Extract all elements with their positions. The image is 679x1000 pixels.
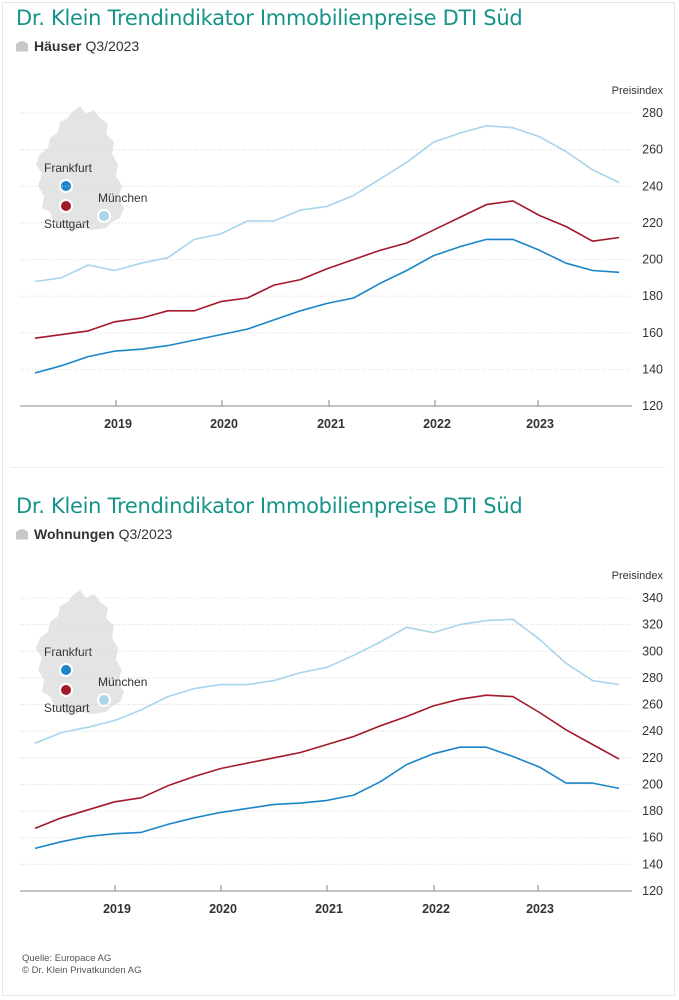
germany-silhouette xyxy=(36,590,124,716)
city-label: Frankfurt xyxy=(44,161,93,175)
x-tick-label: 2023 xyxy=(526,417,554,431)
x-tick-label: 2019 xyxy=(103,902,131,916)
city-marker-stuttgart xyxy=(61,685,71,695)
y-tick-label: 220 xyxy=(642,751,663,765)
house-icon xyxy=(16,528,28,540)
y-tick-label: 240 xyxy=(642,724,663,738)
x-tick-label: 2022 xyxy=(423,417,451,431)
line-chart-houses: Frankfurt Stuttgart München 120 140 160 180 200… xyxy=(20,85,664,431)
series-line-frankfurt xyxy=(34,238,620,374)
chart-title: Dr. Klein Trendindikator Immobilienpreis… xyxy=(16,6,523,30)
city-label: Frankfurt xyxy=(44,645,93,659)
y-tick-label: 280 xyxy=(642,671,663,685)
y-tick-label: 340 xyxy=(642,591,663,605)
chart-panel-houses: Dr. Klein Trendindikator Immobilienpreis… xyxy=(0,0,679,465)
y-tick-label: 260 xyxy=(642,143,663,157)
y-tick-label: 320 xyxy=(642,618,663,632)
y-tick-label: 120 xyxy=(642,884,663,898)
y-tick-label: 220 xyxy=(642,216,663,230)
city-label: Stuttgart xyxy=(44,701,90,715)
y-axis-label: Preisindex xyxy=(612,570,664,582)
y-tick-label: 200 xyxy=(642,253,663,267)
y-tick-label: 180 xyxy=(642,289,663,303)
series-line-frankfurt xyxy=(34,746,620,850)
source-note: Quelle: Europace AG xyxy=(22,953,112,964)
city-marker-frankfurt xyxy=(61,665,71,675)
city-label: München xyxy=(98,191,147,205)
germany-map: Frankfurt Stuttgart München xyxy=(36,590,147,716)
subtitle-category: Wohnungen xyxy=(34,526,115,542)
series-line-münchen xyxy=(34,618,620,744)
house-icon xyxy=(16,40,28,52)
city-label: München xyxy=(98,675,147,689)
y-tick-label: 140 xyxy=(642,857,663,871)
germany-silhouette xyxy=(36,106,124,232)
divider xyxy=(10,467,665,468)
city-label: Stuttgart xyxy=(44,217,90,231)
chart-title: Dr. Klein Trendindikator Immobilienpreis… xyxy=(16,494,523,518)
y-tick-label: 240 xyxy=(642,179,663,193)
footer: Quelle: Europace AG © Dr. Klein Privatku… xyxy=(22,953,141,977)
y-tick-label: 300 xyxy=(642,644,663,658)
series-line-münchen xyxy=(34,125,620,283)
copyright-note: © Dr. Klein Privatkunden AG xyxy=(22,965,142,976)
y-tick-label: 160 xyxy=(642,831,663,845)
x-tick-label: 2023 xyxy=(526,902,554,916)
y-tick-label: 200 xyxy=(642,777,663,791)
chart-subtitle: Häuser Q3/2023 xyxy=(16,38,139,54)
x-tick-label: 2019 xyxy=(104,417,132,431)
y-tick-label: 140 xyxy=(642,362,663,376)
subtitle-period: Q3/2023 xyxy=(85,38,140,54)
x-tick-label: 2020 xyxy=(209,902,237,916)
subtitle-period: Q3/2023 xyxy=(118,526,173,542)
city-marker-münchen xyxy=(99,695,109,705)
chart-panel-apartments: Dr. Klein Trendindikator Immobilienpreis… xyxy=(0,488,679,948)
city-marker-stuttgart xyxy=(61,201,71,211)
x-tick-label: 2020 xyxy=(210,417,238,431)
germany-map: Frankfurt Stuttgart München xyxy=(36,106,147,232)
x-tick-label: 2022 xyxy=(422,902,450,916)
y-tick-label: 180 xyxy=(642,804,663,818)
y-tick-label: 260 xyxy=(642,698,663,712)
y-tick-label: 120 xyxy=(642,399,663,413)
x-tick-label: 2021 xyxy=(315,902,343,916)
line-chart-apartments: Frankfurt Stuttgart München 120 140 160 180 200… xyxy=(20,570,664,916)
subtitle-category: Häuser xyxy=(34,38,82,54)
city-marker-münchen xyxy=(99,211,109,221)
series-line-stuttgart xyxy=(34,200,620,339)
y-tick-label: 160 xyxy=(642,326,663,340)
x-tick-label: 2021 xyxy=(317,417,345,431)
chart-subtitle: Wohnungen Q3/2023 xyxy=(16,526,172,542)
y-tick-label: 280 xyxy=(642,106,663,120)
y-axis-label: Preisindex xyxy=(612,85,664,97)
series-line-stuttgart xyxy=(34,694,620,830)
